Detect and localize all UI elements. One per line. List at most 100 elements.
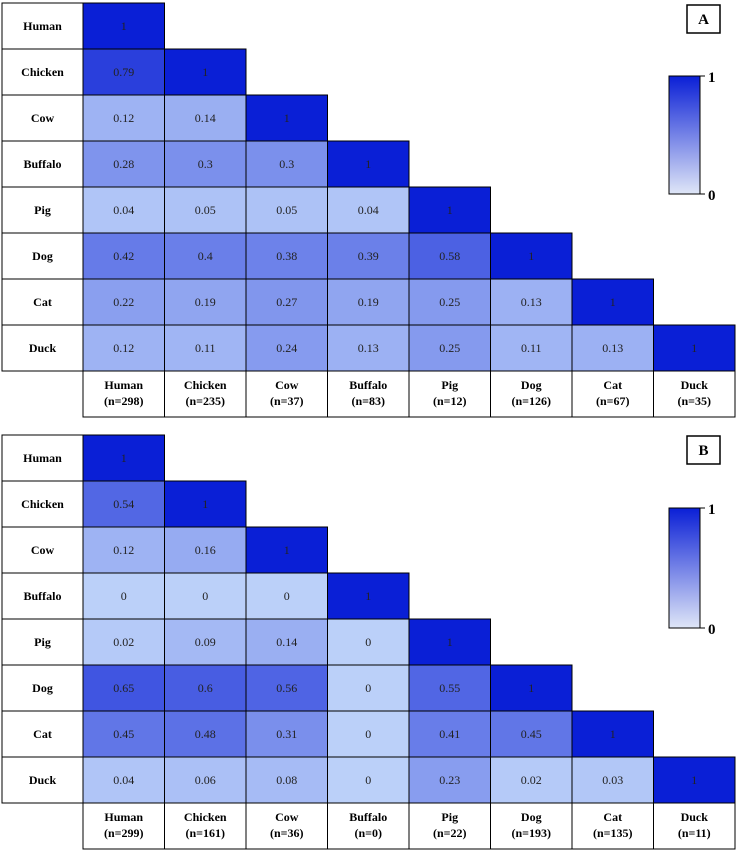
heat-cell bbox=[408, 618, 491, 666]
panel-letter: A bbox=[698, 12, 709, 28]
cell-value-label: 1 bbox=[202, 497, 208, 511]
row-label-buffalo: Buffalo bbox=[23, 589, 61, 603]
heat-cell bbox=[653, 756, 736, 804]
heat-cell bbox=[327, 186, 410, 234]
cell-value-label: 0.79 bbox=[113, 65, 134, 79]
cell-value-label: 0.28 bbox=[113, 157, 134, 171]
scale-min-label: 0 bbox=[708, 188, 716, 204]
row-label-duck: Duck bbox=[29, 341, 57, 355]
cell-value-label: 0.11 bbox=[195, 341, 216, 355]
col-label-duck: Duck bbox=[681, 810, 709, 824]
row-label-human: Human bbox=[23, 451, 62, 465]
heat-cell bbox=[82, 572, 165, 620]
cell-value-label: 0.25 bbox=[439, 295, 460, 309]
col-label-cow: Cow bbox=[275, 378, 299, 392]
col-label-cell bbox=[490, 802, 573, 850]
row-label-cell bbox=[1, 526, 84, 574]
col-label-cow: Cow bbox=[275, 810, 299, 824]
heat-cell bbox=[327, 232, 410, 280]
heat-cell bbox=[327, 324, 410, 372]
col-label-count: (n=22) bbox=[433, 826, 467, 840]
row-label-cell bbox=[1, 710, 84, 758]
cell-value-label: 1 bbox=[121, 19, 127, 33]
cell-value-label: 0 bbox=[365, 773, 371, 787]
cell-value-label: 1 bbox=[284, 543, 290, 557]
heat-cell bbox=[571, 756, 654, 804]
cell-value-label: 0.03 bbox=[602, 773, 623, 787]
cell-value-label: 0 bbox=[202, 589, 208, 603]
col-label-cell bbox=[82, 802, 165, 850]
row-label-cell bbox=[1, 232, 84, 280]
col-label-count: (n=83) bbox=[351, 394, 385, 408]
heat-cell bbox=[490, 756, 573, 804]
heat-cell bbox=[245, 140, 328, 188]
cell-value-label: 1 bbox=[447, 203, 453, 217]
col-label-cell bbox=[408, 370, 491, 418]
heat-cell bbox=[408, 186, 491, 234]
heat-cell bbox=[245, 756, 328, 804]
cell-value-label: 0.14 bbox=[195, 111, 216, 125]
col-label-cell bbox=[82, 370, 165, 418]
heat-cell bbox=[408, 710, 491, 758]
col-label-count: (n=35) bbox=[677, 394, 711, 408]
col-label-human: Human bbox=[104, 378, 143, 392]
cell-value-label: 0.41 bbox=[439, 727, 460, 741]
cell-value-label: 0.13 bbox=[602, 341, 623, 355]
row-label-cell bbox=[1, 480, 84, 528]
cell-value-label: 0 bbox=[284, 589, 290, 603]
cell-value-label: 0.05 bbox=[195, 203, 216, 217]
heat-cell bbox=[82, 480, 165, 528]
cell-value-label: 1 bbox=[365, 589, 371, 603]
col-label-cell bbox=[653, 802, 736, 850]
col-label-cell bbox=[164, 802, 247, 850]
col-label-buffalo: Buffalo bbox=[349, 810, 387, 824]
col-label-count: (n=299) bbox=[104, 826, 144, 840]
panel-letter: B bbox=[698, 443, 708, 459]
cell-value-label: 0.09 bbox=[195, 635, 216, 649]
heat-cell bbox=[571, 278, 654, 326]
row-label-pig: Pig bbox=[34, 203, 51, 217]
heat-cell bbox=[82, 48, 165, 96]
heat-cell bbox=[245, 664, 328, 712]
heat-cell bbox=[82, 324, 165, 372]
col-label-cell bbox=[327, 802, 410, 850]
col-label-count: (n=126) bbox=[511, 394, 551, 408]
cell-value-label: 1 bbox=[121, 451, 127, 465]
heat-cell bbox=[571, 710, 654, 758]
cell-value-label: 0.19 bbox=[195, 295, 216, 309]
cell-value-label: 0.08 bbox=[276, 773, 297, 787]
col-label-buffalo: Buffalo bbox=[349, 378, 387, 392]
heat-cell bbox=[164, 526, 247, 574]
cell-value-label: 0.02 bbox=[113, 635, 134, 649]
heat-cell bbox=[164, 278, 247, 326]
row-label-cow: Cow bbox=[31, 543, 55, 557]
cell-value-label: 0.05 bbox=[276, 203, 297, 217]
cell-value-label: 0.12 bbox=[113, 341, 134, 355]
row-label-cell bbox=[1, 756, 84, 804]
cell-value-label: 1 bbox=[202, 65, 208, 79]
row-label-cell bbox=[1, 572, 84, 620]
heat-cell bbox=[245, 186, 328, 234]
heatmap-panel-A: Human Chicken Cow Buffalo Pig Dog Cat Duck 1 0.79… bbox=[1, 2, 736, 418]
cell-value-label: 0.22 bbox=[113, 295, 134, 309]
col-label-cell bbox=[490, 370, 573, 418]
cell-value-label: 0.3 bbox=[198, 157, 213, 171]
heat-cell bbox=[82, 94, 165, 142]
cell-value-label: 0.54 bbox=[113, 497, 134, 511]
row-label-cat: Cat bbox=[33, 295, 52, 309]
col-label-count: (n=37) bbox=[270, 394, 304, 408]
col-label-count: (n=298) bbox=[104, 394, 144, 408]
heat-cell bbox=[82, 526, 165, 574]
col-label-human: Human bbox=[104, 810, 143, 824]
color-scale-bar bbox=[668, 75, 701, 195]
col-label-duck: Duck bbox=[681, 378, 709, 392]
heat-cell bbox=[82, 186, 165, 234]
cell-value-label: 0.16 bbox=[195, 543, 216, 557]
heat-cell bbox=[327, 572, 410, 620]
cell-value-label: 0.19 bbox=[358, 295, 379, 309]
heat-cell bbox=[327, 618, 410, 666]
col-label-cell bbox=[327, 370, 410, 418]
heat-cell bbox=[164, 186, 247, 234]
heat-cell bbox=[408, 756, 491, 804]
col-label-dog: Dog bbox=[521, 378, 542, 392]
